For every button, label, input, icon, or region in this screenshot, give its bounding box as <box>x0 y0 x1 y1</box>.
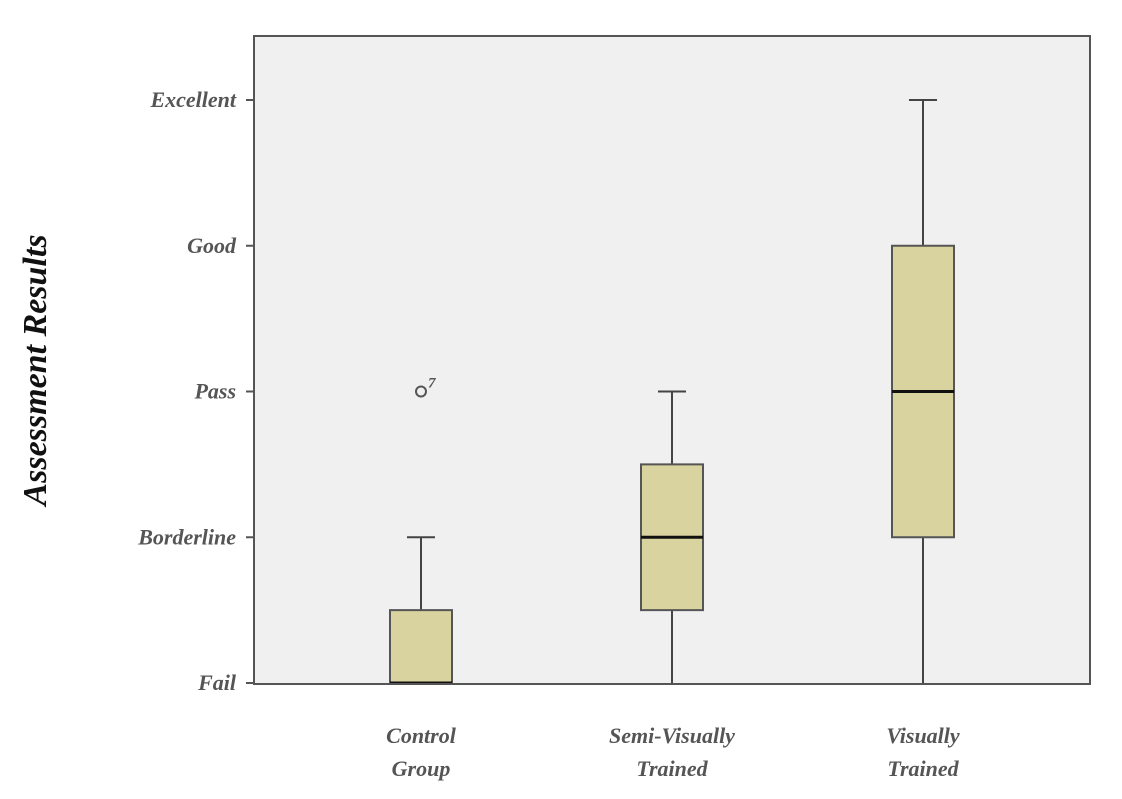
box-group <box>891 99 955 683</box>
y-tick-label: Fail <box>197 670 237 695</box>
x-tick-label: Trained <box>636 756 708 781</box>
x-tick-label: Visually <box>886 723 960 748</box>
y-axis-ticks: Fail Borderline Pass Good Excellent <box>137 87 254 695</box>
x-tick-label: Trained <box>887 756 959 781</box>
x-tick-label: Group <box>392 756 451 781</box>
y-axis-label: Assessment Results <box>17 234 54 507</box>
box-group <box>640 390 704 683</box>
boxes-layer: 7 <box>389 99 955 685</box>
y-tick-label: Good <box>187 233 237 258</box>
x-tick-label: Control <box>386 723 457 748</box>
outlier-label: 7 <box>428 376 436 392</box>
x-tick-label: Semi-Visually <box>609 723 735 748</box>
y-tick-label: Borderline <box>137 524 236 549</box>
y-tick-label: Pass <box>193 379 236 404</box>
x-axis-labels: Control Group Semi-Visually Trained Visually… <box>386 723 960 781</box>
plot-frame <box>253 35 1091 685</box>
y-tick-label: Excellent <box>149 87 236 112</box>
outlier-point <box>415 385 427 398</box>
box <box>389 609 453 684</box>
